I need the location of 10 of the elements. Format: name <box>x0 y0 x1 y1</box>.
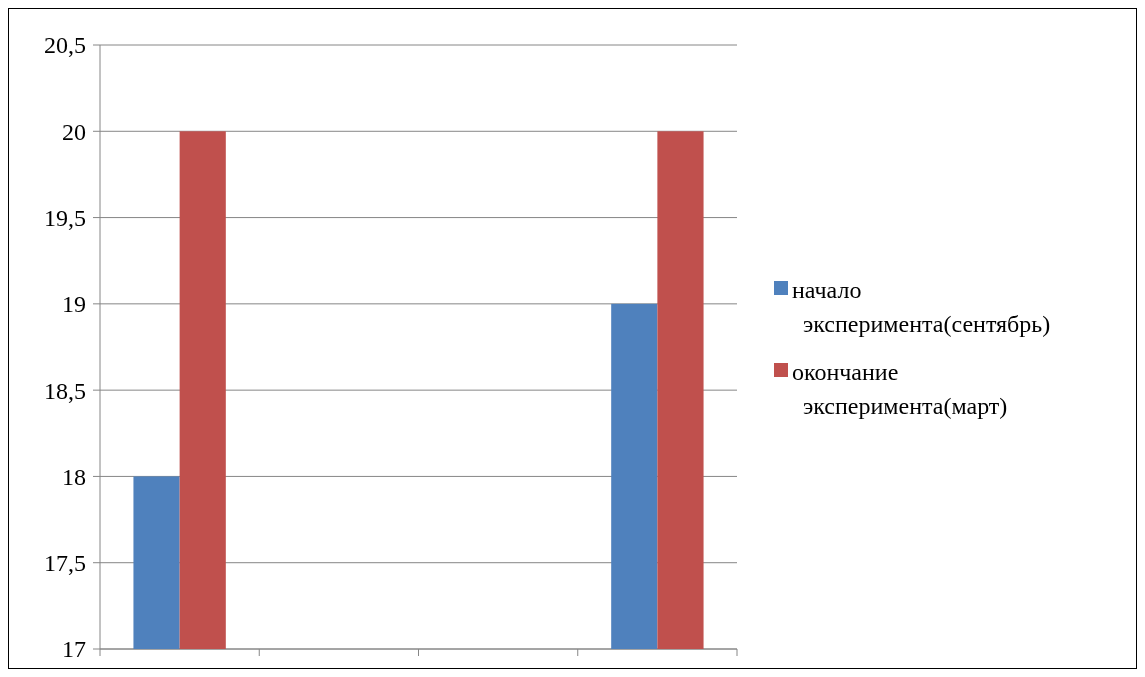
y-tick-label: 20,5 <box>44 32 86 59</box>
y-tick-label: 19,5 <box>44 204 86 231</box>
y-tick-label: 18 <box>62 463 86 490</box>
y-tick-label: 17 <box>62 636 86 663</box>
y-tick-label: 19 <box>62 291 86 318</box>
y-tick-label: 20 <box>62 118 86 145</box>
y-tick-label: 18,5 <box>44 377 86 404</box>
y-tick-label: 17,5 <box>44 550 86 577</box>
legend-label: окончание эксперимента(март) <box>792 359 1008 420</box>
legend-label: начало эксперимента(сентябрь) <box>792 277 1051 338</box>
